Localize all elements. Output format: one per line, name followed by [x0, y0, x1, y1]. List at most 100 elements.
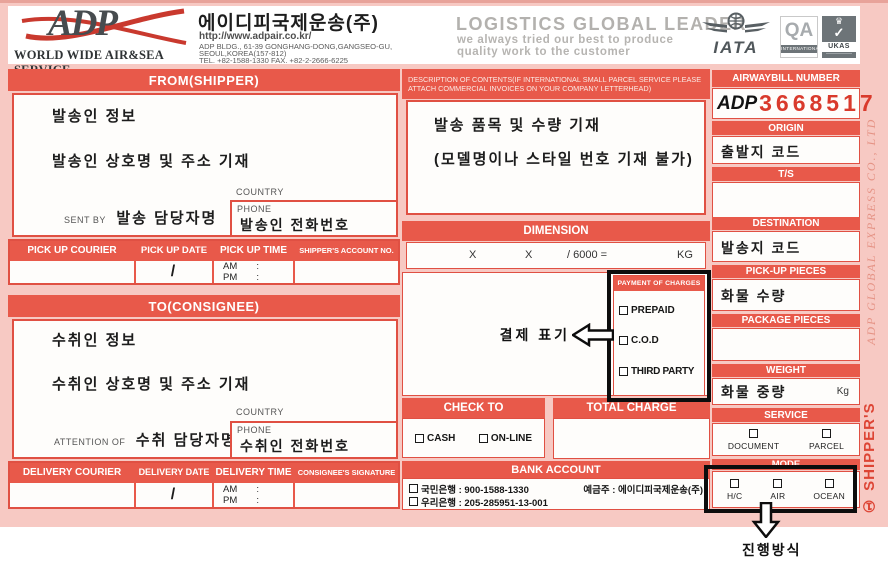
bank2-checkbox[interactable]	[409, 497, 418, 506]
total-charge-field[interactable]	[553, 418, 710, 459]
pickup-pieces-title: PICK-UP PIECES	[712, 265, 860, 278]
consignee-title-text: TO(CONSIGNEE)	[148, 298, 260, 314]
consignee-attention: ATTENTION OF 수취 담당자명	[54, 429, 237, 450]
mode-highlight-rect	[704, 465, 857, 513]
bank-holder: 예금주 : 에이디피국제운송(주)	[583, 484, 703, 496]
pickup-time-field[interactable]: AM: PM:	[214, 261, 293, 283]
qa-sub-label: INTERNATIONAL	[781, 45, 822, 53]
company-tel: TEL. +82-1588-1330 FAX. +82-2-2666-6225	[199, 56, 349, 65]
parcel-label: PARCEL	[808, 440, 845, 451]
delivery-date-value: /	[170, 486, 178, 503]
prepaid-label: PREPAID	[631, 304, 675, 316]
pickup-pieces-value: 화물 수량	[721, 288, 787, 304]
weight-field[interactable]: 화물 중량 Kg	[712, 378, 860, 405]
pickup-date-field[interactable]: /	[136, 261, 212, 283]
awb-number: 3668517	[759, 90, 877, 116]
consignee-signature-field[interactable]	[295, 483, 398, 507]
shipper-note1: 발송인 정보	[52, 108, 138, 125]
prepaid-checkbox[interactable]	[619, 305, 628, 315]
delivery-date-field[interactable]: /	[136, 483, 212, 507]
payment-option-third-party[interactable]: THIRD PARTY	[619, 366, 704, 377]
origin-field[interactable]: 출발지 코드	[712, 136, 860, 164]
pickup-pieces-field[interactable]: 화물 수량	[712, 279, 860, 311]
dimension-formula: / 6000 =	[567, 249, 608, 261]
sent-by-label: SENT BY	[64, 215, 106, 225]
consignee-phone-value: 수취인 전화번호	[240, 438, 351, 454]
payment-option-cod[interactable]: C.O.D	[619, 335, 704, 346]
cash-label: CASH	[427, 432, 456, 444]
shipper-country-label: COUNTRY	[236, 187, 284, 197]
shipper-sent-by: SENT BY 발송 담당자명	[64, 207, 217, 228]
weight-unit: Kg	[836, 386, 849, 397]
pickup-courier-field[interactable]	[10, 261, 134, 283]
document-label: DOCUMENT	[727, 440, 780, 451]
consignee-phone-box[interactable]: PHONE 수취인 전화번호	[230, 421, 398, 459]
shipper-box[interactable]: 발송인 정보 발송인 상호명 및 주소 기재 COUNTRY SENT BY 발…	[12, 93, 398, 237]
contents-note1: 발송 품목 및 수량 기재	[434, 117, 601, 134]
mode-option-ocean[interactable]: OCEAN	[813, 478, 845, 501]
consignee-note1: 수취인 정보	[52, 332, 138, 349]
service-option-parcel[interactable]: PARCEL	[808, 428, 845, 451]
cash-checkbox[interactable]	[415, 433, 424, 443]
company-address-line1: ADP BLDG., 61-39 GONGHANG-DONG,GANGSEO-G…	[199, 42, 393, 51]
mode-option-air[interactable]: AIR	[770, 478, 785, 501]
ukas-label: UKAS	[822, 42, 856, 52]
dimension-box[interactable]: X X / 6000 = KG	[406, 242, 706, 269]
cod-checkbox[interactable]	[619, 336, 628, 346]
pickup-pm-colon: :	[256, 272, 259, 283]
delivery-am-colon: :	[256, 484, 259, 495]
service-option-document[interactable]: DOCUMENT	[727, 428, 780, 451]
package-pieces-field[interactable]	[712, 328, 860, 361]
third-party-checkbox[interactable]	[619, 367, 628, 377]
online-checkbox[interactable]	[478, 433, 488, 443]
awb-title: AIRWAYBILL NUMBER	[712, 70, 860, 87]
air-checkbox[interactable]	[773, 478, 783, 488]
attention-of-value: 수취 담당자명	[135, 432, 237, 449]
bank-account-1[interactable]: 국민은행 : 900-1588-1330	[409, 482, 529, 496]
delivery-time-field[interactable]: AM: PM:	[214, 483, 293, 507]
check-to-title: CHECK TO	[402, 398, 545, 418]
mode-box: H/C AIR OCEAN	[712, 471, 860, 508]
destination-value: 발송지 코드	[721, 240, 802, 256]
shipper-title-text: FROM(SHIPPER)	[148, 72, 260, 88]
contents-header-line1: DESCRIPTION OF CONTENTS(IF INTERNATIONAL…	[408, 75, 702, 84]
contents-section-title: DESCRIPTION OF CONTENTS(IF INTERNATIONAL…	[402, 69, 710, 99]
ocean-checkbox[interactable]	[824, 478, 834, 488]
destination-field[interactable]: 발송지 코드	[712, 231, 860, 262]
contents-header-line2: ATTACH COMMERCIAL INVOICES ON YOUR COMPA…	[408, 84, 652, 93]
check-to-option-online[interactable]: ON-LINE	[478, 433, 532, 444]
shipper-account-field[interactable]	[295, 261, 398, 283]
dimension-unit: KG	[677, 249, 693, 261]
check-to-option-cash[interactable]: CASH	[415, 433, 455, 444]
document-checkbox[interactable]	[749, 428, 759, 438]
mode-option-hc[interactable]: H/C	[727, 478, 743, 501]
mode-annotation-text: 진행방식	[742, 542, 802, 558]
payment-option-prepaid[interactable]: PREPAID	[619, 305, 704, 316]
hc-checkbox[interactable]	[730, 478, 740, 488]
company-website[interactable]: http://www.adpair.co.kr/	[199, 31, 312, 42]
awb-number-box: ADP 3668517	[712, 88, 873, 119]
delivery-date-header: DELIVERY DATE	[136, 463, 212, 481]
destination-title: DESTINATION	[712, 217, 860, 230]
check-to-box: CASH ON-LINE	[402, 418, 545, 458]
pickup-am-colon: :	[256, 261, 259, 272]
service-box: DOCUMENT PARCEL	[712, 423, 860, 456]
bank-account-2[interactable]: 우리은행 : 205-285951-13-001	[409, 495, 703, 509]
attention-of-label: ATTENTION OF	[54, 437, 126, 447]
dimension-x1: X	[469, 249, 477, 261]
bank1-checkbox[interactable]	[409, 484, 418, 493]
delivery-courier-field[interactable]	[10, 483, 134, 507]
delivery-time-header: DELIVERY TIME	[214, 463, 293, 481]
consignee-box[interactable]: 수취인 정보 수취인 상호명 및 주소 기재 COUNTRY ATTENTION…	[12, 319, 398, 459]
qa-label: QA	[784, 20, 814, 41]
shipper-phone-box[interactable]: PHONE 발송인 전화번호	[230, 200, 398, 237]
package-pieces-title: PACKAGE PIECES	[712, 314, 860, 327]
side-company-vertical-text: ADP GLOBAL EXPRESS CO., LTD	[864, 117, 878, 345]
parcel-checkbox[interactable]	[822, 428, 832, 438]
contents-box[interactable]: 발송 품목 및 수량 기재 (모델명이나 스타일 번호 기재 불가)	[406, 100, 706, 215]
mode-title: MODE	[712, 459, 860, 470]
pickup-am-label: AM	[223, 261, 238, 272]
mode-annotation-arrow-icon	[751, 502, 781, 538]
service-title-text: SERVICE	[764, 409, 808, 421]
